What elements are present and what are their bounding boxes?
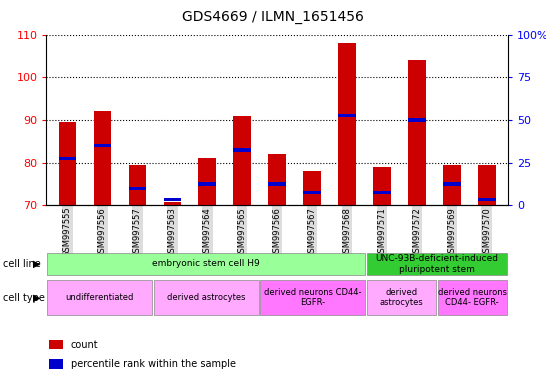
Text: cell type: cell type <box>3 293 45 303</box>
Text: derived astrocytes: derived astrocytes <box>167 293 245 302</box>
Bar <box>437 280 507 315</box>
Bar <box>268 154 286 205</box>
Bar <box>163 202 181 205</box>
Bar <box>128 165 146 205</box>
Bar <box>408 118 426 122</box>
Bar <box>58 122 76 205</box>
Text: UNC-93B-deficient-induced
pluripotent stem: UNC-93B-deficient-induced pluripotent st… <box>375 254 498 274</box>
Bar <box>58 157 76 160</box>
Bar <box>408 60 426 205</box>
Text: derived neurons CD44-
EGFR-: derived neurons CD44- EGFR- <box>264 288 361 307</box>
Text: count: count <box>71 339 99 350</box>
Bar <box>443 165 461 205</box>
Bar <box>443 182 461 186</box>
Bar <box>153 280 259 315</box>
Bar <box>339 114 356 118</box>
Bar <box>198 159 216 205</box>
Bar <box>233 116 251 205</box>
Bar <box>93 111 111 205</box>
Text: ▶: ▶ <box>33 259 41 269</box>
Bar <box>373 191 391 194</box>
Text: derived neurons
CD44- EGFR-: derived neurons CD44- EGFR- <box>438 288 507 307</box>
Bar <box>47 280 152 315</box>
Bar <box>339 43 356 205</box>
Bar <box>128 187 146 190</box>
Text: undifferentiated: undifferentiated <box>66 293 134 302</box>
Text: ▶: ▶ <box>33 293 41 303</box>
Bar <box>47 253 365 275</box>
Bar <box>304 171 321 205</box>
Bar <box>268 182 286 186</box>
Bar <box>478 198 496 201</box>
Bar <box>260 280 365 315</box>
Text: GDS4669 / ILMN_1651456: GDS4669 / ILMN_1651456 <box>182 10 364 23</box>
Text: percentile rank within the sample: percentile rank within the sample <box>71 359 236 369</box>
Bar <box>233 148 251 152</box>
Bar <box>304 191 321 194</box>
Text: cell line: cell line <box>3 259 40 269</box>
Bar <box>478 165 496 205</box>
Bar <box>373 167 391 205</box>
Bar <box>366 253 507 275</box>
Text: embryonic stem cell H9: embryonic stem cell H9 <box>152 260 260 268</box>
Text: derived
astrocytes: derived astrocytes <box>379 288 423 307</box>
Bar <box>366 280 436 315</box>
Bar <box>93 144 111 147</box>
Bar <box>198 182 216 186</box>
Bar <box>163 198 181 201</box>
